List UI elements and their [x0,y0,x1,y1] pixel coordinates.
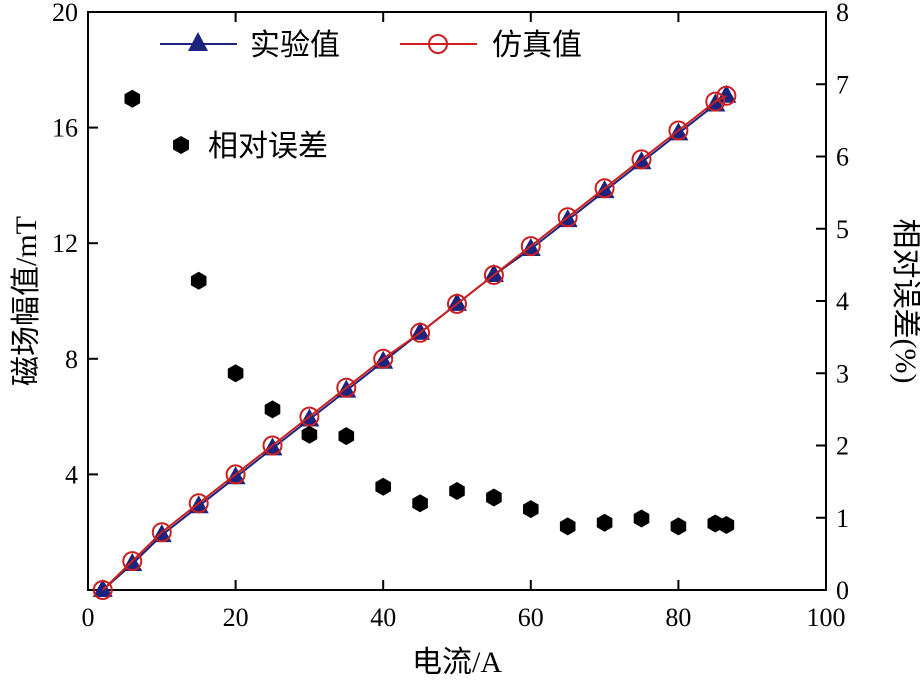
x-tick-label: 20 [223,603,249,632]
data-point-hexagon [718,516,735,534]
legend-item-error: 相对误差 [173,130,328,163]
y-tick-label: 8 [65,345,78,374]
circle-marker-icon [428,34,448,54]
data-point-circle [594,178,615,199]
data-point-hexagon [301,425,318,444]
data-point-hexagon [670,517,687,536]
series-1 [92,85,737,600]
data-point-hexagon [375,477,391,496]
data-point-circle [483,264,504,285]
data-point-hexagon [523,500,539,519]
y2-tick-label: 8 [836,0,849,27]
hexagon-marker-icon [173,136,189,154]
x-axis: 0 20 40 60 80 100 [82,12,846,632]
x-axis-title: 电流/A [412,646,502,679]
y-tick-label: 12 [52,229,78,258]
y-tick-label: 16 [52,114,78,143]
data-point-hexagon [412,494,428,513]
legend-label-error: 相对误差 [208,130,328,163]
data-point-circle [373,348,394,369]
x-tick-label: 40 [370,603,396,632]
x-tick-label: 0 [82,603,95,632]
y2-tick-label: 2 [836,432,849,461]
x-tick-label: 80 [665,603,691,632]
data-point-circle [151,522,172,543]
data-point-circle [299,406,320,427]
data-point-hexagon [633,509,650,528]
series-line [102,94,727,591]
y2-tick-label: 0 [836,576,849,605]
y-tick-label: 20 [52,0,78,27]
x-tick-label: 100 [807,603,846,632]
legend-label-simulation: 仿真值 [492,29,582,62]
triangle-marker-icon [188,32,208,51]
data-point-hexagon [559,517,576,536]
data-point-circle [188,493,209,514]
data-point-hexagon [486,488,502,507]
data-point-circle [705,91,726,112]
data-point-hexagon [190,271,207,290]
data-point-hexagon [227,364,244,383]
data-point-circle [447,293,467,314]
data-point-circle [122,551,143,572]
data-point-hexagon [338,427,355,446]
y2-tick-label: 1 [836,504,849,533]
legend-item-experiment: 实验值 [160,29,340,62]
data-point-hexagon [596,513,613,532]
data-point-circle [336,377,357,398]
y2-tick-label: 3 [836,359,849,388]
data-point-circle [262,435,283,456]
y-tick-label: 4 [65,460,78,489]
data-point-triangle [92,579,113,597]
legend: 实验值 仿真值 相对误差 [160,29,582,163]
y2-tick-label: 4 [836,287,849,316]
y2-axis-title: 相对误差(%) [889,219,920,384]
series-line [102,95,728,591]
legend-label-experiment: 实验值 [250,29,340,62]
data-point-hexagon [124,89,141,108]
data-point-circle [92,580,113,600]
data-point-triangle [483,263,504,282]
y2-tick-label: 7 [836,70,849,99]
data-point-circle [410,322,431,343]
y-axis-left: 4 8 12 16 20 [52,0,98,489]
series-layer [92,84,737,600]
data-point-triangle [447,292,467,311]
data-point-circle [225,464,246,485]
data-point-circle [716,85,737,106]
series-2 [124,89,735,536]
x-tick-label: 60 [518,603,544,632]
data-point-circle [557,207,578,228]
y-axis-right: 0 1 2 3 4 5 6 7 8 [816,0,849,605]
y2-tick-label: 6 [836,143,849,172]
data-point-circle [520,236,541,257]
data-point-circle [631,149,652,170]
data-point-hexagon [449,482,465,500]
data-point-hexagon [264,400,281,419]
y-axis-title: 磁场幅值/mT [10,216,43,386]
legend-item-simulation: 仿真值 [400,29,582,62]
data-point-circle [668,120,689,141]
y2-tick-label: 5 [836,215,849,244]
